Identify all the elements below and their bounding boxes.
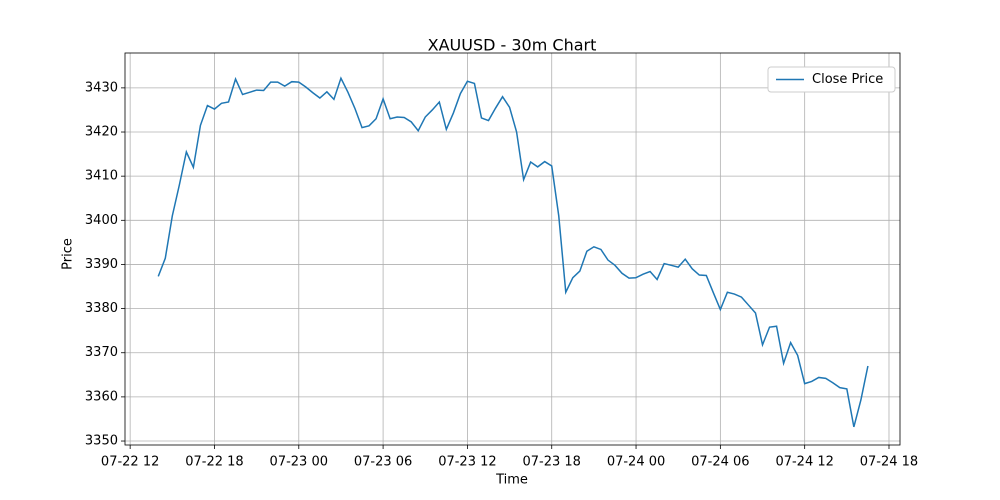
y-tick-label: 3400	[85, 213, 118, 228]
x-tick-label: 07-24 12	[775, 455, 833, 470]
x-tick-label: 07-22 12	[101, 455, 159, 470]
y-tick-label: 3420	[85, 125, 118, 140]
x-tick-label: 07-24 00	[607, 455, 665, 470]
x-tick-label: 07-24 18	[860, 455, 918, 470]
y-tick-label: 3360	[85, 389, 118, 404]
y-tick-label: 3410	[85, 169, 118, 184]
x-tick-label: 07-23 00	[270, 455, 328, 470]
x-tick-label: 07-22 18	[185, 455, 243, 470]
x-tick-label: 07-23 18	[523, 455, 581, 470]
y-tick-label: 3380	[85, 301, 118, 316]
y-tick-label: 3390	[85, 257, 118, 272]
y-tick-label: 3430	[85, 80, 118, 95]
price-line	[157, 76, 869, 428]
plot-frame	[124, 52, 901, 446]
x-tick-label: 07-23 06	[354, 455, 412, 470]
legend-box	[767, 66, 896, 93]
y-tick-label: 3350	[85, 434, 118, 449]
y-axis-label: Price	[61, 238, 76, 270]
legend-label: Close Price	[812, 72, 883, 87]
x-axis-label: Time	[495, 473, 528, 488]
x-tick-label: 07-24 06	[691, 455, 749, 470]
chart-title: XAUUSD - 30m Chart	[428, 36, 597, 55]
x-tick-label: 07-23 12	[438, 455, 496, 470]
y-tick-label: 3370	[85, 345, 118, 360]
